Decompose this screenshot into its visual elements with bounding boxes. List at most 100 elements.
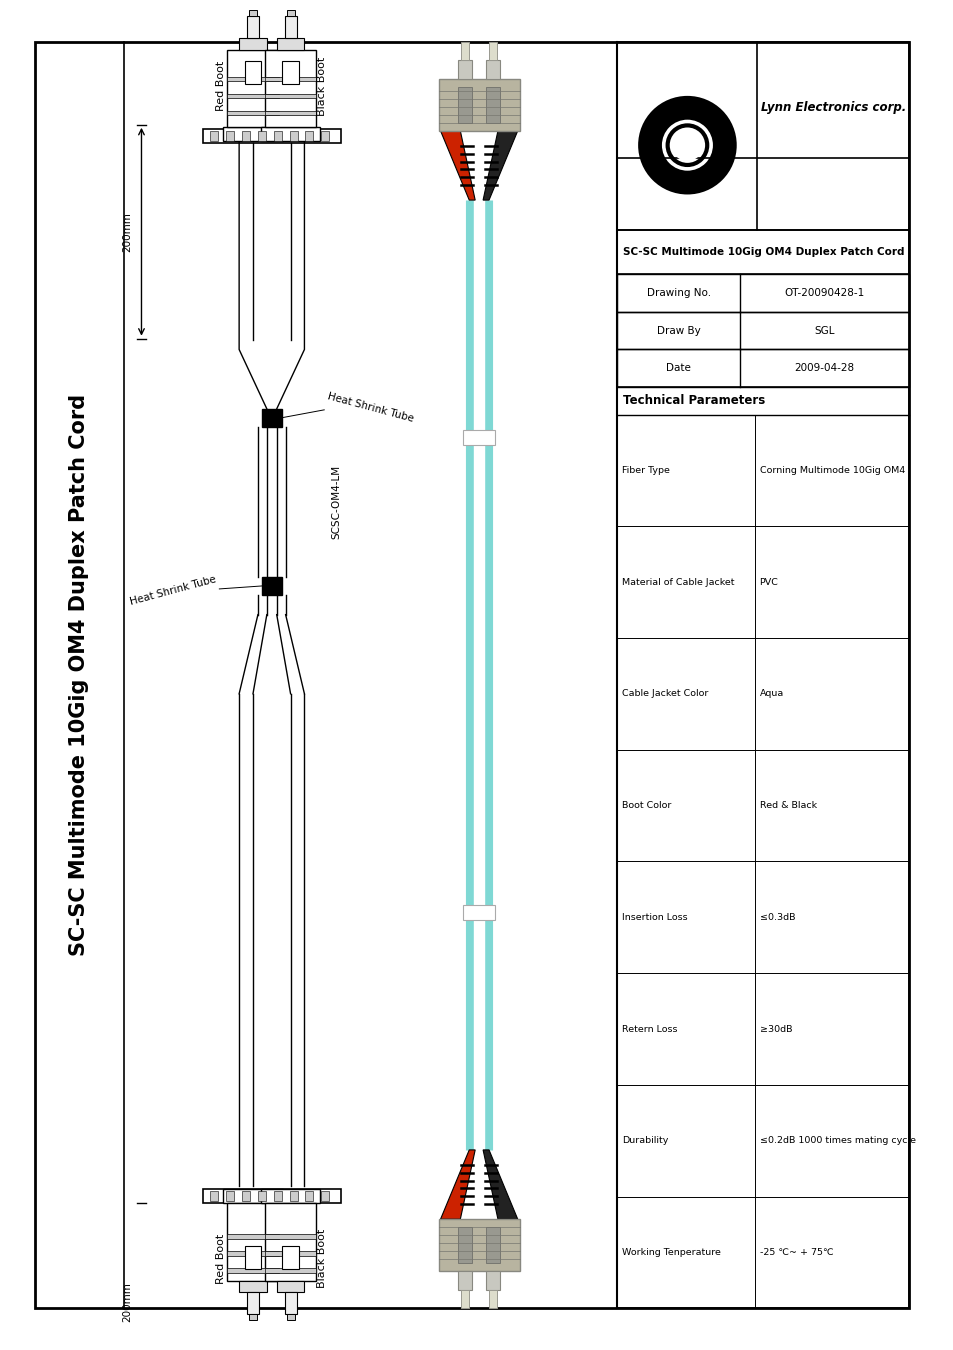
Bar bbox=[239, 38, 267, 50]
Bar bbox=[457, 88, 472, 123]
Bar bbox=[202, 1189, 340, 1203]
Bar bbox=[265, 1268, 316, 1273]
Bar bbox=[227, 1268, 278, 1273]
Bar bbox=[463, 904, 495, 921]
Bar bbox=[274, 1192, 281, 1202]
Circle shape bbox=[671, 130, 702, 161]
Bar bbox=[305, 131, 313, 140]
Text: OT-20090428-1: OT-20090428-1 bbox=[783, 288, 863, 298]
Text: -25 ℃~ + 75℃: -25 ℃~ + 75℃ bbox=[759, 1247, 832, 1257]
Polygon shape bbox=[482, 1150, 517, 1219]
Text: Working Tenperature: Working Tenperature bbox=[621, 1247, 720, 1257]
Bar bbox=[211, 131, 218, 140]
Bar bbox=[223, 127, 282, 140]
Bar bbox=[276, 1281, 304, 1292]
Text: Technical Parameters: Technical Parameters bbox=[622, 394, 764, 408]
Bar bbox=[265, 1203, 316, 1281]
Bar bbox=[486, 1227, 499, 1262]
Bar bbox=[226, 131, 233, 140]
Bar bbox=[276, 38, 304, 50]
Text: Material of Cable Jacket: Material of Cable Jacket bbox=[621, 578, 734, 587]
Text: Fiber Type: Fiber Type bbox=[621, 466, 670, 475]
Bar bbox=[617, 230, 908, 274]
Bar bbox=[617, 312, 908, 350]
Bar bbox=[245, 61, 261, 85]
Text: Drawing No.: Drawing No. bbox=[646, 288, 710, 298]
Bar bbox=[247, 16, 258, 38]
Bar bbox=[227, 77, 278, 81]
Bar bbox=[438, 80, 519, 131]
Bar bbox=[262, 576, 281, 595]
Text: Boot Color: Boot Color bbox=[621, 801, 671, 810]
Bar bbox=[265, 77, 316, 81]
Text: 200mm: 200mm bbox=[123, 1282, 132, 1322]
Text: Insertion Loss: Insertion Loss bbox=[621, 913, 687, 922]
Bar bbox=[486, 59, 499, 80]
Bar bbox=[290, 131, 297, 140]
Text: Black Boot: Black Boot bbox=[317, 1228, 327, 1288]
Bar bbox=[282, 61, 298, 85]
Bar bbox=[463, 429, 495, 446]
Text: Heat Shrink Tube: Heat Shrink Tube bbox=[326, 392, 415, 424]
Bar bbox=[265, 1251, 316, 1256]
Bar bbox=[457, 1270, 472, 1291]
Bar bbox=[249, 1314, 256, 1320]
Text: Date: Date bbox=[665, 363, 690, 374]
Bar bbox=[211, 1192, 218, 1202]
Text: ≤0.3dB: ≤0.3dB bbox=[759, 913, 794, 922]
Bar bbox=[438, 1219, 519, 1270]
Bar bbox=[486, 1270, 499, 1291]
Bar bbox=[274, 131, 281, 140]
Polygon shape bbox=[482, 131, 517, 200]
Bar bbox=[265, 1234, 316, 1239]
Bar bbox=[286, 1314, 294, 1320]
Bar bbox=[290, 1192, 297, 1202]
Text: SCSC-OM4-LM: SCSC-OM4-LM bbox=[331, 464, 341, 539]
Bar bbox=[461, 42, 469, 59]
Bar bbox=[265, 50, 316, 127]
Bar bbox=[242, 1192, 250, 1202]
Bar bbox=[461, 1291, 469, 1308]
Bar bbox=[284, 16, 296, 38]
Bar bbox=[239, 1281, 267, 1292]
Bar bbox=[257, 1192, 266, 1202]
Text: SC-SC Multimode 10Gig OM4 Duplex Patch Cord: SC-SC Multimode 10Gig OM4 Duplex Patch C… bbox=[622, 247, 903, 256]
Bar bbox=[227, 111, 278, 115]
Bar bbox=[226, 1192, 233, 1202]
Text: Retern Loss: Retern Loss bbox=[621, 1025, 678, 1034]
Bar bbox=[227, 1251, 278, 1256]
Bar bbox=[617, 42, 908, 230]
Bar bbox=[265, 111, 316, 115]
Bar bbox=[265, 93, 316, 99]
Text: Cable Jacket Color: Cable Jacket Color bbox=[621, 690, 708, 698]
Bar bbox=[242, 131, 250, 140]
Text: Red Boot: Red Boot bbox=[216, 1234, 226, 1284]
Text: 2009-04-28: 2009-04-28 bbox=[794, 363, 854, 374]
Text: Durability: Durability bbox=[621, 1137, 668, 1145]
Bar bbox=[457, 1227, 472, 1262]
Text: Red Boot: Red Boot bbox=[216, 61, 226, 112]
Bar bbox=[227, 50, 278, 127]
Bar bbox=[227, 1234, 278, 1239]
Bar bbox=[489, 1291, 497, 1308]
Bar bbox=[262, 409, 281, 427]
Bar bbox=[227, 93, 278, 99]
Text: ≥30dB: ≥30dB bbox=[759, 1025, 791, 1034]
Text: SGL: SGL bbox=[814, 325, 834, 336]
Bar bbox=[321, 131, 329, 140]
Text: Corning Multimode 10Gig OM4: Corning Multimode 10Gig OM4 bbox=[759, 466, 903, 475]
Bar bbox=[227, 1203, 278, 1281]
Bar bbox=[617, 274, 908, 312]
Text: Red & Black: Red & Black bbox=[759, 801, 816, 810]
Polygon shape bbox=[440, 131, 475, 200]
Bar bbox=[245, 1246, 261, 1269]
Text: 200mm: 200mm bbox=[123, 212, 132, 251]
Bar bbox=[202, 128, 340, 143]
Text: SC-SC Multimode 10Gig OM4 Duplex Patch Cord: SC-SC Multimode 10Gig OM4 Duplex Patch C… bbox=[69, 394, 89, 956]
Text: Lynn Electronics corp.: Lynn Electronics corp. bbox=[760, 101, 905, 115]
Bar bbox=[247, 1292, 258, 1314]
Bar bbox=[282, 1246, 298, 1269]
Bar bbox=[223, 1189, 282, 1203]
Text: ≤0.2dB 1000 times mating cycle: ≤0.2dB 1000 times mating cycle bbox=[759, 1137, 915, 1145]
Bar bbox=[286, 11, 294, 16]
